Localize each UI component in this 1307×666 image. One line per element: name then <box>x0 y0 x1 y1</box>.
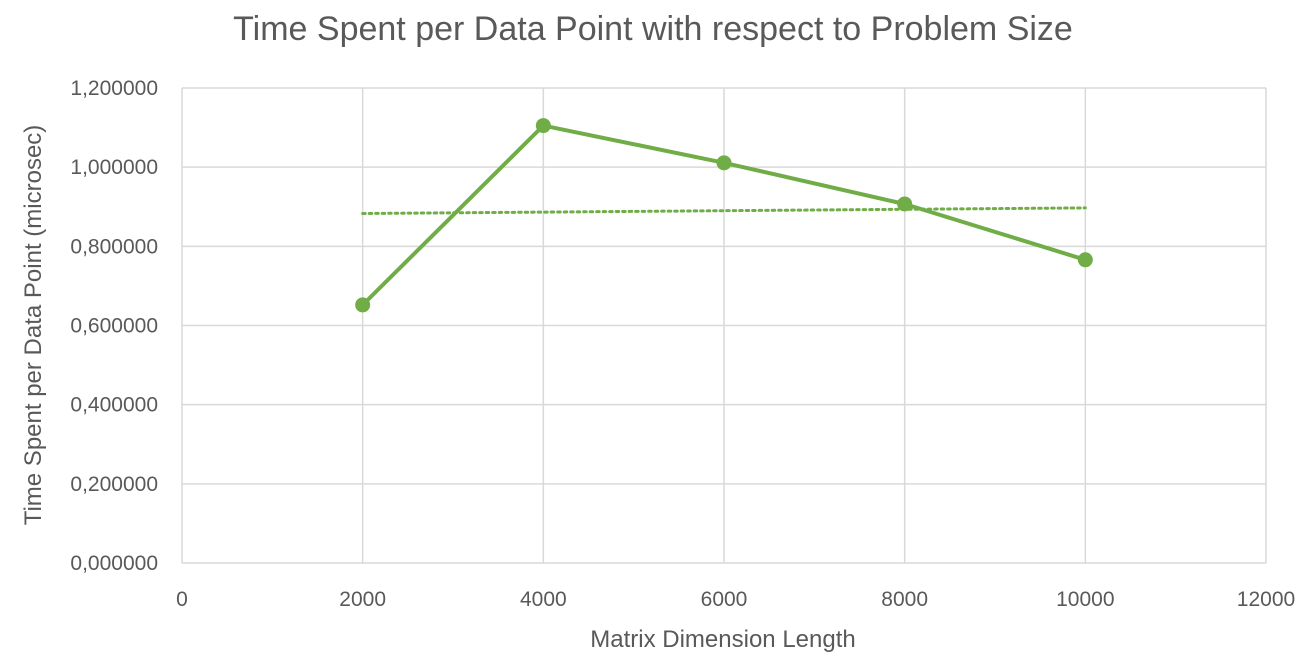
x-axis-tick-labels: 0 2000 4000 6000 8000 10000 12000 <box>176 588 1295 611</box>
data-point-marker <box>1077 252 1093 268</box>
data-point-marker <box>535 118 551 134</box>
y-tick-label: 0,600000 <box>70 315 158 338</box>
x-tick-label: 4000 <box>520 588 567 611</box>
y-axis-title: Time Spent per Data Point (microsec) <box>20 125 47 526</box>
y-tick-label: 0,200000 <box>70 473 158 496</box>
x-tick-label: 10000 <box>1056 588 1114 611</box>
x-axis-title: Matrix Dimension Length <box>590 626 855 653</box>
data-point-marker <box>355 297 371 313</box>
x-tick-label: 0 <box>176 588 188 611</box>
data-point-marker <box>716 155 732 171</box>
y-tick-label: 0,000000 <box>70 552 158 575</box>
y-tick-label: 1,200000 <box>70 77 158 100</box>
x-tick-label: 6000 <box>701 588 748 611</box>
chart-title: Time Spent per Data Point with respect t… <box>233 10 1073 48</box>
x-tick-label: 12000 <box>1237 588 1295 611</box>
y-tick-label: 0,400000 <box>70 394 158 417</box>
series-layer <box>355 118 1093 313</box>
data-point-marker <box>897 196 913 212</box>
x-tick-label: 2000 <box>339 588 386 611</box>
y-tick-label: 1,000000 <box>70 156 158 179</box>
y-tick-label: 0,800000 <box>70 235 158 258</box>
trendline <box>361 206 1087 215</box>
x-tick-label: 8000 <box>881 588 928 611</box>
y-axis-tick-labels: 0,000000 0,200000 0,400000 0,600000 0,800000… <box>70 77 158 575</box>
